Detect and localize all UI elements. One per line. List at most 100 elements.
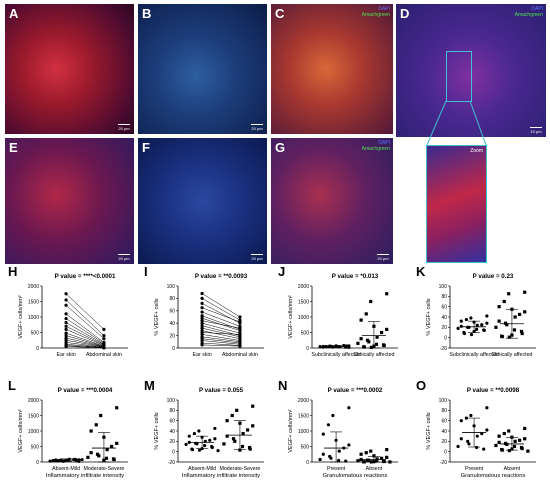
y-tick-label: 40 bbox=[441, 315, 447, 321]
y-tick-label: 2000 bbox=[298, 398, 309, 404]
data-point bbox=[475, 327, 479, 331]
y-tick-label: 2000 bbox=[28, 284, 39, 290]
data-point bbox=[203, 443, 207, 448]
data-point bbox=[200, 319, 204, 323]
data-point bbox=[359, 452, 363, 456]
data-point bbox=[331, 413, 335, 418]
paired-line bbox=[65, 329, 105, 346]
paired-line bbox=[66, 335, 104, 347]
y-tick-label: 0 bbox=[36, 346, 39, 352]
paired-line bbox=[201, 303, 241, 324]
data-point bbox=[507, 449, 511, 453]
zoom-region-box bbox=[446, 51, 472, 102]
data-point bbox=[321, 452, 325, 456]
y-tick-label: 100 bbox=[167, 398, 176, 404]
panel-label: H bbox=[8, 264, 17, 279]
data-point bbox=[200, 314, 204, 318]
x-tick-label: Abdominal skin bbox=[222, 352, 258, 358]
x-tick-label: Ear skin bbox=[193, 352, 212, 358]
data-point bbox=[347, 443, 351, 447]
data-point bbox=[459, 419, 463, 423]
y-tick-label: 80 bbox=[441, 408, 447, 414]
data-point bbox=[48, 459, 52, 463]
paired-line bbox=[65, 293, 105, 330]
chart-n: N P value = ***0.0002 0 500 1000 1500 2000 VEGF… bbox=[278, 378, 398, 479]
data-point bbox=[77, 458, 81, 462]
y-axis-label: VEGF+ cells/mm² bbox=[288, 295, 294, 338]
data-point bbox=[497, 434, 501, 438]
data-point bbox=[238, 329, 242, 333]
legend-c: DAPI Amachgreen bbox=[361, 6, 390, 18]
data-point bbox=[480, 323, 484, 327]
panel-label: N bbox=[278, 378, 287, 393]
y-tick-label: 100 bbox=[439, 398, 448, 404]
panel-label: J bbox=[278, 264, 285, 279]
x-tick-label: Clinically affected bbox=[491, 352, 532, 358]
x-axis-label: Granulomatous reactions bbox=[461, 473, 526, 479]
panel-label-a: A bbox=[9, 6, 19, 21]
y-tick-label: -20 bbox=[440, 460, 447, 466]
data-point bbox=[374, 342, 379, 346]
data-point bbox=[329, 456, 333, 460]
paired-line bbox=[201, 311, 241, 327]
data-point bbox=[190, 448, 195, 452]
data-point bbox=[518, 312, 522, 317]
panel-label-c: C bbox=[275, 6, 285, 21]
data-point bbox=[233, 439, 237, 443]
data-point bbox=[467, 325, 471, 329]
micrograph-c: C DAPI Amachgreen bbox=[271, 4, 393, 134]
data-point bbox=[502, 299, 506, 304]
data-point bbox=[238, 448, 242, 452]
chart-i: I P value = **0.0093 0 20 40 60 80 100 % VEGF+ c… bbox=[144, 264, 264, 358]
data-point bbox=[520, 331, 524, 336]
data-point bbox=[230, 413, 234, 418]
data-point bbox=[466, 439, 470, 443]
data-point bbox=[367, 340, 371, 344]
data-point bbox=[494, 443, 498, 448]
panel-label-e: E bbox=[9, 140, 18, 155]
y-tick-label: 60 bbox=[441, 418, 447, 424]
y-tick-label: 1000 bbox=[28, 429, 39, 435]
paired-line bbox=[65, 305, 105, 339]
data-point bbox=[213, 437, 217, 441]
data-point bbox=[513, 315, 517, 319]
data-point bbox=[238, 315, 242, 319]
data-point bbox=[326, 423, 330, 427]
x-tick-label: Moderate-Severe bbox=[219, 466, 260, 472]
data-point bbox=[235, 408, 239, 412]
legend-g: DAPI Amachgreen bbox=[361, 140, 390, 152]
data-point bbox=[459, 319, 463, 323]
paired-line bbox=[202, 342, 240, 346]
data-point bbox=[380, 330, 384, 335]
micrograph-e: E 20 µm bbox=[5, 138, 134, 264]
data-point bbox=[200, 291, 204, 296]
paired-line bbox=[202, 332, 240, 335]
y-tick-label: 80 bbox=[441, 294, 447, 300]
chart-title: P value = ***0.0002 bbox=[328, 387, 383, 394]
data-point bbox=[64, 298, 68, 302]
data-point bbox=[364, 451, 368, 455]
data-point bbox=[94, 423, 98, 427]
data-point bbox=[459, 437, 463, 441]
panel-label: O bbox=[416, 378, 426, 393]
y-axis-label: % VEGF+ cells bbox=[426, 298, 432, 335]
chart-title: P value = ****<0.0001 bbox=[55, 273, 116, 280]
data-point bbox=[475, 323, 479, 327]
y-tick-label: 100 bbox=[439, 284, 448, 290]
y-tick-label: 80 bbox=[169, 408, 175, 414]
data-point bbox=[507, 335, 511, 339]
paired-line bbox=[66, 337, 104, 348]
data-point bbox=[359, 457, 363, 462]
data-point bbox=[482, 447, 486, 451]
data-point bbox=[112, 457, 116, 462]
data-point bbox=[64, 324, 68, 328]
x-tick-label: Absent-Mild bbox=[52, 466, 80, 472]
micrograph-d: D DAPI Amachgreen 10 µm bbox=[396, 4, 546, 137]
legend-d: DAPI Amachgreen bbox=[514, 6, 543, 18]
panel-label: M bbox=[144, 378, 155, 393]
data-point bbox=[187, 434, 191, 438]
data-point bbox=[469, 413, 473, 418]
data-point bbox=[231, 437, 236, 441]
paired-line bbox=[201, 307, 241, 323]
y-tick-label: 2000 bbox=[298, 284, 309, 290]
